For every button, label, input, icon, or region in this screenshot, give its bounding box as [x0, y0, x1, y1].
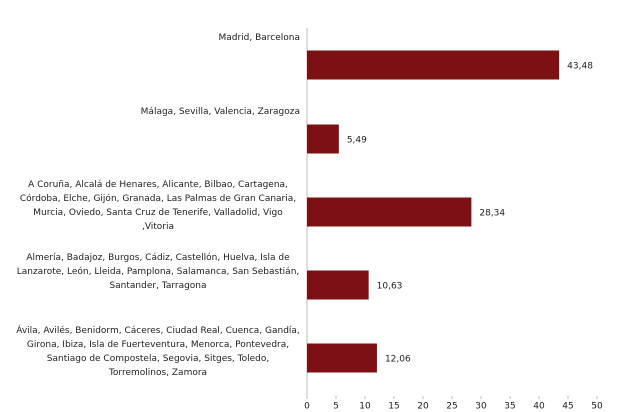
- y-tick-label: A Coruña, Alcalá de Henares, Alicante, B…: [19, 180, 297, 232]
- x-tick-label: 40: [533, 402, 545, 412]
- value-label: 28,34: [479, 209, 505, 219]
- category-label-box: Madrid, Barcelona: [10, 31, 300, 45]
- bar: [307, 197, 472, 227]
- bar: [307, 50, 560, 80]
- x-tick-label: 30: [475, 402, 487, 412]
- y-tick-label: Ávila, Avilés, Benidorm, Cáceres, Ciudad…: [16, 326, 300, 378]
- x-tick-label: 50: [591, 402, 603, 412]
- x-tick-label: 5: [333, 402, 339, 412]
- bar: [307, 124, 339, 154]
- x-tick-label: 0: [304, 402, 310, 412]
- value-label: 12,06: [385, 355, 411, 365]
- value-label: 43,48: [567, 62, 593, 72]
- category-label-box: Almería, Badajoz, Burgos, Cádiz, Castell…: [10, 251, 300, 293]
- category-label-box: A Coruña, Alcalá de Henares, Alicante, B…: [10, 178, 300, 234]
- x-tick-label: 20: [417, 402, 429, 412]
- x-tick-label: 15: [388, 402, 399, 412]
- y-tick-label: Almería, Badajoz, Burgos, Cádiz, Castell…: [16, 253, 300, 291]
- x-tick-label: 10: [359, 402, 371, 412]
- value-label: 5,49: [347, 136, 367, 146]
- y-tick-label: Madrid, Barcelona: [218, 33, 300, 43]
- y-tick-label: Málaga, Sevilla, Valencia, Zaragoza: [140, 107, 300, 117]
- bar: [307, 270, 369, 300]
- x-tick-label: 45: [562, 402, 573, 412]
- category-label-box: Málaga, Sevilla, Valencia, Zaragoza: [10, 105, 300, 119]
- x-tick-label: 35: [504, 402, 515, 412]
- bar: [307, 343, 377, 373]
- category-label-box: Ávila, Avilés, Benidorm, Cáceres, Ciudad…: [10, 324, 300, 380]
- value-label: 10,63: [377, 282, 403, 292]
- x-tick-label: 25: [446, 402, 457, 412]
